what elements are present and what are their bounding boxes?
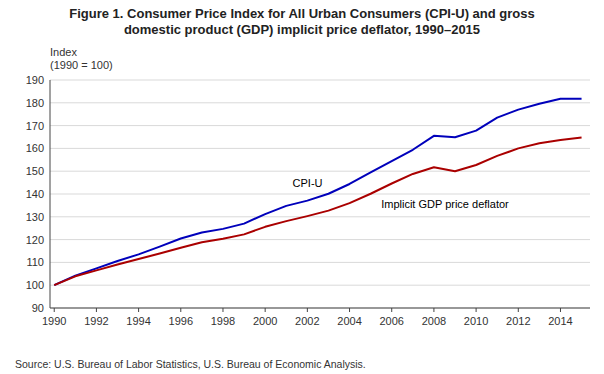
annotation: Implicit GDP price deflator [381,198,509,210]
chart: Figure 1. Consumer Price Index for All U… [0,0,604,374]
x-tick-label: 2000 [253,315,277,327]
x-tick-label: 1998 [211,315,235,327]
grid-line [50,262,590,263]
x-tick [138,308,139,312]
y-tick-label: 130 [26,211,44,223]
x-tick-label: 2008 [422,315,446,327]
x-tick [349,308,350,312]
y-tick-label: 190 [26,74,44,86]
series-line [54,137,581,285]
x-tick [433,308,434,312]
x-tick-label: 2006 [379,315,403,327]
y-tick-label: 100 [26,279,44,291]
x-tick [54,308,55,312]
x-tick-label: 2010 [464,315,488,327]
y-axis-label: (1990 = 100) [50,59,113,71]
y-tick-label: 120 [26,234,44,246]
x-tick-label: 1994 [126,315,150,327]
x-tick [560,308,561,312]
x-tick [180,308,181,312]
x-tick-label: 2004 [337,315,361,327]
x-tick [265,308,266,312]
grid-line [50,171,590,172]
x-tick-label: 1990 [42,315,66,327]
grid-line [50,80,590,81]
y-tick-label: 180 [26,97,44,109]
x-tick-label: 2012 [506,315,530,327]
y-tick-label: 140 [26,188,44,200]
y-tick-label: 170 [26,120,44,132]
grid-line [50,308,590,309]
x-tick [222,308,223,312]
y-tick-label: 150 [26,165,44,177]
source: Source: U.S. Bureau of Labor Statistics,… [15,358,366,370]
x-tick-label: 2002 [295,315,319,327]
grid-line [50,239,590,240]
lines [54,99,581,286]
grid-line [50,102,590,103]
title: Figure 1. Consumer Price Index for All U… [69,6,534,37]
series-line [54,99,581,286]
y-axis-label: Index [50,46,77,58]
grid [50,80,590,308]
y-tick-label: 90 [32,302,44,314]
title-line: domestic product (GDP) implicit price de… [124,22,480,37]
y-tick-label: 110 [26,256,44,268]
y-tick-label: 160 [26,142,44,154]
x-tick-label: 2014 [548,315,572,327]
grid-line [50,285,590,286]
x-tick [96,308,97,312]
grid-line [50,194,590,195]
grid-line [50,148,590,149]
x-tick-label: 1996 [169,315,193,327]
x-axis-line [50,308,590,309]
x-tick-label: 1992 [84,315,108,327]
x-tick [518,308,519,312]
y-axis-line [50,80,51,308]
x-tick [307,308,308,312]
x-tick [391,308,392,312]
title-line: Figure 1. Consumer Price Index for All U… [69,6,534,21]
grid-line [50,216,590,217]
x-tick [476,308,477,312]
grid-line [50,125,590,126]
annotation: CPI-U [293,177,323,189]
